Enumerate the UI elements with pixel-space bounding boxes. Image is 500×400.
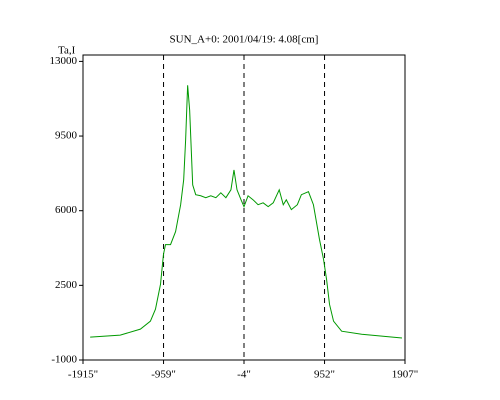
- x-tick-label: -1915": [68, 369, 98, 381]
- y-tick-label: 6000: [55, 204, 78, 216]
- y-tick-label: -1000: [51, 354, 77, 366]
- y-tick-label: 2500: [55, 279, 78, 291]
- y-tick-label: 9500: [55, 130, 78, 142]
- y-axis-label: Ta,I: [58, 45, 76, 57]
- x-tick-label: 952": [314, 369, 335, 381]
- chart-title: SUN_A+0: 2001/04/19: 4.08[cm]: [170, 34, 319, 46]
- data-line: [90, 85, 403, 339]
- x-tick-label: 1907": [392, 369, 419, 381]
- x-tick-label: -959": [151, 369, 176, 381]
- x-tick-label: -4": [237, 369, 251, 381]
- y-tick-label: 13000: [50, 55, 78, 67]
